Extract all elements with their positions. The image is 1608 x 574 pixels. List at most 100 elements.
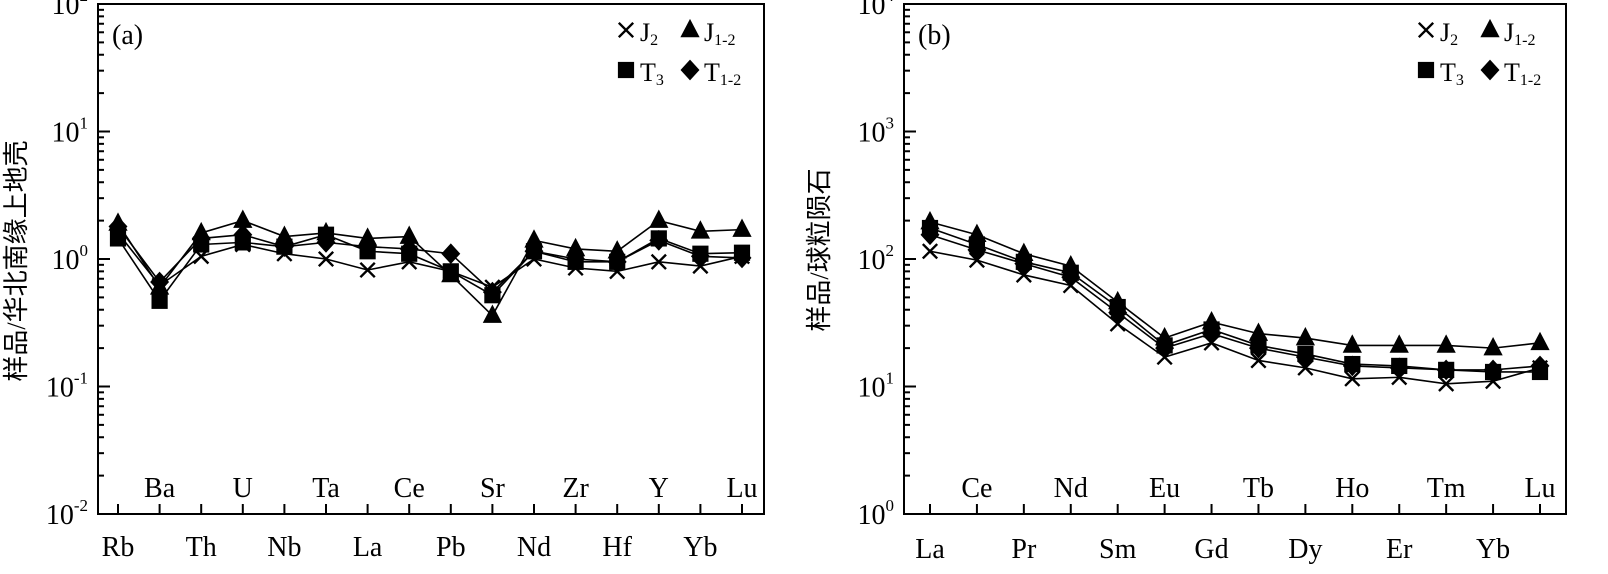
data-point-x [359,261,376,279]
y-tick-label: 104 [858,0,895,21]
legend-label: T1-2 [1504,58,1541,89]
chart-panel-a: 样品/华北南缘上地壳 102 101 100 10-1 10-2 (a) Rb Ba Th U… [2,0,765,563]
data-point-diamond [732,247,752,269]
data-point-diamond [191,228,211,249]
x-tick-label: Th [186,532,217,563]
series-line-diamond [117,225,743,294]
series-layer [920,210,1550,392]
legend: J2 J1-2 T3 T1-2 [1417,18,1541,89]
y-tick-label: 102 [858,241,895,276]
x-tick-label: Yb [683,532,717,563]
x-tick-label: Gd [1194,534,1228,565]
legend-label: J1-2 [1504,18,1535,49]
y-tick-label: 103 [858,114,895,149]
plot-frame [97,3,765,515]
data-point-triangle [732,218,752,237]
data-point-x [1109,315,1126,332]
x-tick-label: Tm [1427,473,1466,504]
legend-marker-diamond [1480,59,1500,81]
data-point-diamond [1202,323,1222,344]
y-tick-labels: 102 101 100 10-1 10-2 [46,0,88,531]
y-tick-label: 102 [52,0,89,21]
data-point-triangle [1530,331,1550,351]
data-point-triangle [1436,334,1456,353]
legend: J2 J1-2 T3 T1-2 [617,18,741,89]
x-tick-label: Dy [1288,534,1322,565]
legend-label: T3 [1440,58,1464,89]
x-tick-label: Lu [726,473,757,504]
legend-label: J2 [1440,18,1458,49]
data-point-diamond [1530,355,1550,377]
data-point-x [1250,352,1267,369]
data-point-diamond [1436,359,1456,381]
x-tick-label: Tb [1243,473,1274,504]
x-tick-label: Ta [312,473,340,504]
data-point-diamond [441,243,461,265]
x-tick-label: La [353,532,383,563]
data-point-diamond [399,238,419,260]
x-tick-label: Pb [436,532,466,563]
legend-marker-triangle [1480,18,1500,38]
data-point-diamond [1483,359,1503,381]
y-axis-label: 样品/球粒陨石 [805,168,834,331]
y-tick-label: 10-1 [46,369,88,404]
y-tick-label: 100 [52,241,89,276]
series-line-x [117,232,743,289]
data-point-diamond [1108,302,1128,323]
data-point-triangle [649,209,669,228]
legend-marker-diamond [680,59,700,81]
chart-panel-b: 样品/球粒陨石 104 103 102 101 100 (b) La Ce Pr Nd Sm Eu… [805,0,1567,565]
legend-marker-x [1417,21,1435,39]
x-tick-label: Nd [1054,473,1088,504]
x-tick-label: Pr [1011,534,1037,565]
series-line-triangle [117,219,743,317]
data-point-triangle [482,304,503,323]
data-point-diamond [1342,355,1362,377]
data-point-x [317,250,335,268]
data-point-diamond [1155,337,1175,359]
x-tick-label: Ho [1335,473,1369,504]
x-tick-label: Sr [480,473,506,504]
legend-marker-square [1417,61,1435,79]
series-line-triangle [929,221,1541,349]
data-point-diamond [316,232,336,253]
data-point-diamond [482,281,502,303]
panel-label: (a) [112,20,143,51]
x-tick-label: Rb [102,532,135,563]
data-point-x [1438,375,1455,392]
series-line-x [929,250,1541,385]
y-tick-labels: 104 103 102 101 100 [858,0,895,531]
data-point-triangle [1483,337,1503,356]
x-tick-label: Zr [562,473,589,504]
legend-label: T1-2 [704,58,741,89]
x-tick-label: Hf [602,532,632,563]
data-point-triangle [1295,326,1316,346]
plot-frame [903,3,1567,515]
data-point-diamond [607,251,627,273]
data-point-diamond [233,224,253,246]
x-tick-label: Nd [517,532,551,563]
data-point-x [1015,266,1032,283]
x-tick-label: Y [649,473,669,504]
data-point-diamond [108,216,128,237]
data-point-x [650,253,667,270]
x-tick-label: Nb [267,532,301,563]
legend-label: J2 [640,18,658,49]
x-tick-label: Ce [961,473,992,504]
data-point-diamond [524,240,544,262]
data-point-diamond [1061,266,1081,288]
series-layer [108,209,752,323]
x-tick-label: U [233,473,253,504]
data-point-triangle [690,220,711,239]
x-tick-label: La [915,534,945,565]
x-tick-label: Ba [144,473,176,504]
legend-marker-triangle [680,18,700,38]
data-point-diamond [150,271,170,293]
data-point-diamond [920,224,940,246]
data-point-x [921,243,939,260]
data-point-diamond [1295,346,1315,368]
data-point-diamond [358,236,378,257]
data-point-triangle [1342,334,1362,353]
x-tick-label: Er [1386,534,1413,565]
data-point-diamond [1248,337,1268,359]
